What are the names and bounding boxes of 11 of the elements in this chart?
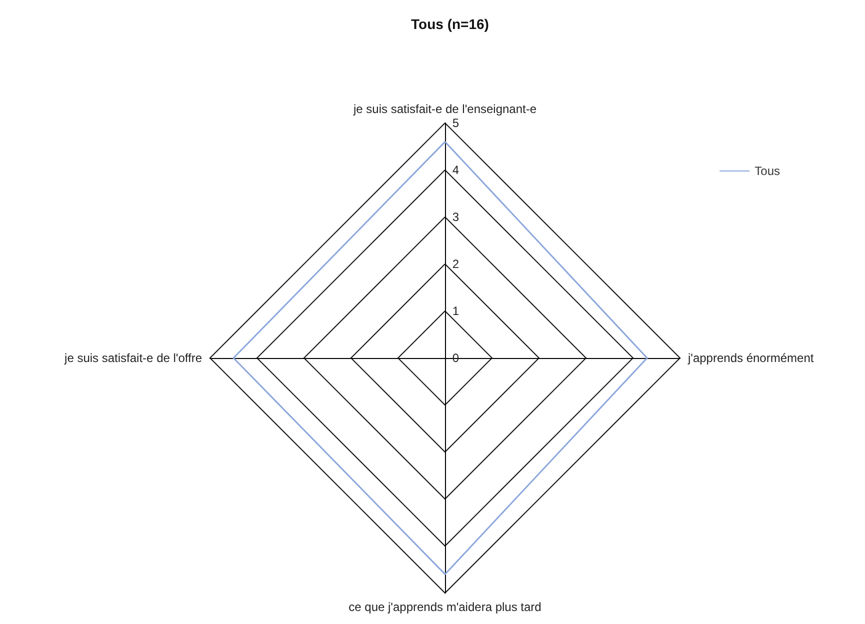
spoke-label: j'apprends énormément: [687, 351, 814, 365]
y-tick-label: 4: [452, 163, 460, 177]
y-tick-label: 3: [452, 210, 460, 224]
y-tick-label: 2: [452, 257, 460, 271]
legend-label: Tous: [754, 164, 780, 178]
chart-title: Tous (n=16): [411, 16, 489, 32]
spoke-label: je suis satisfait-e de l'offre: [64, 351, 202, 365]
spoke-label: je suis satisfait-e de l'enseignant-e: [352, 102, 537, 116]
y-tick-label: 5: [452, 116, 460, 130]
spoke-label: ce que j'apprends m'aidera plus tard: [348, 600, 542, 614]
y-tick-label: 1: [452, 304, 460, 318]
